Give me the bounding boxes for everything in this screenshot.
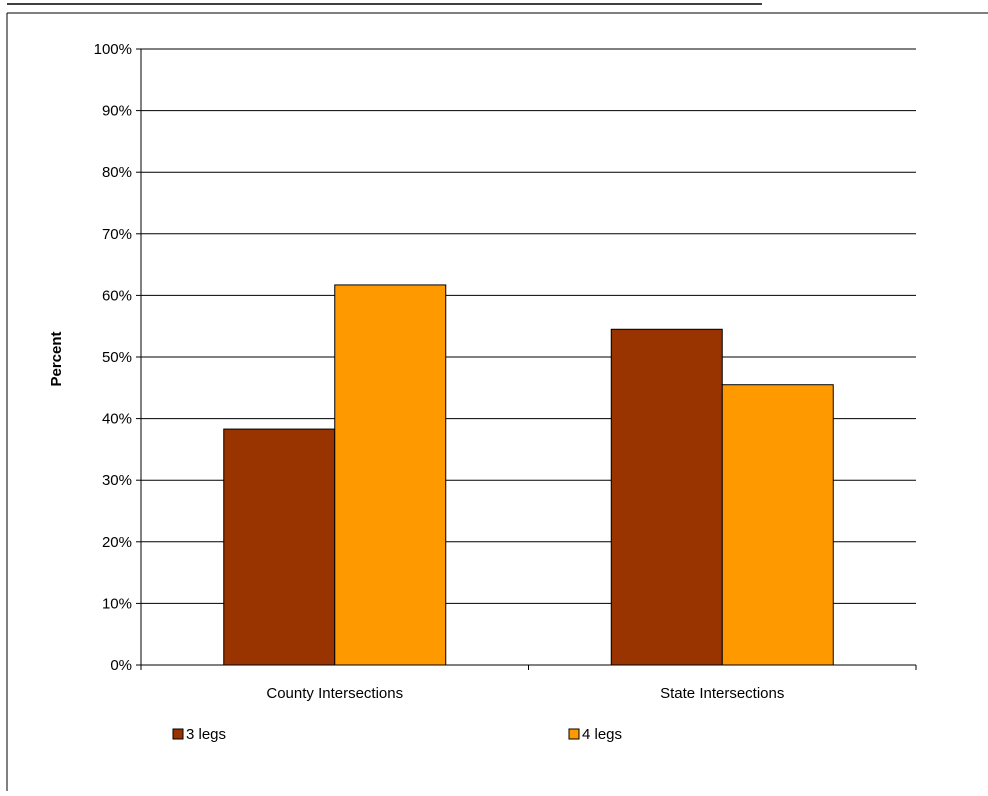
legend-label-4-legs: 4 legs — [582, 726, 622, 743]
x-tick-label: County Intersections — [266, 685, 403, 702]
y-tick-label: 10% — [102, 595, 132, 612]
y-axis-label: Percent — [48, 331, 65, 386]
legend-label-3-legs: 3 legs — [186, 726, 226, 743]
x-tick-labels: County Intersections State Intersections — [266, 685, 784, 702]
y-tick-label: 80% — [102, 164, 132, 181]
y-tick-label: 60% — [102, 287, 132, 304]
y-tick-label: 0% — [110, 657, 132, 674]
y-tick-label: 70% — [102, 226, 132, 243]
y-tick-label: 40% — [102, 411, 132, 428]
y-tick-label: 90% — [102, 103, 132, 120]
legend: 3 legs 4 legs — [172, 726, 622, 743]
axes — [136, 48, 917, 670]
bar-4-legs-state-intersections — [721, 384, 834, 666]
bar-3-legs-county-intersections — [223, 428, 336, 666]
chart-frame — [6, 3, 988, 791]
bars — [223, 284, 834, 666]
y-tick-labels: 0% 10% 20% 30% 40% 50% 60% 70% 80% 90% 100% — [94, 41, 132, 674]
x-tick-label: State Intersections — [660, 685, 784, 702]
y-tick-label: 100% — [94, 41, 132, 58]
y-tick-label: 50% — [102, 349, 132, 366]
bar-3-legs-state-intersections — [610, 328, 723, 666]
bar-4-legs-county-intersections — [334, 284, 447, 666]
legend-swatch-3-legs — [172, 728, 184, 740]
y-tick-label: 30% — [102, 472, 132, 489]
legend-swatch-4-legs — [568, 728, 580, 740]
y-tick-label: 20% — [102, 534, 132, 551]
